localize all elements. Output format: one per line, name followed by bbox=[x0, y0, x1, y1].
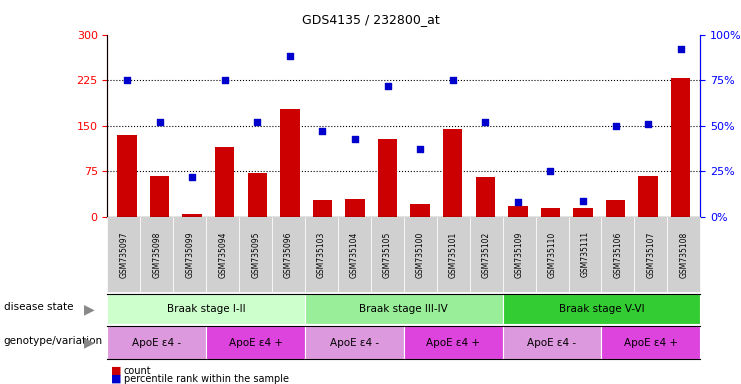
Point bbox=[121, 77, 133, 83]
Point bbox=[642, 121, 654, 127]
Point bbox=[512, 199, 524, 205]
Bar bbox=[378, 139, 397, 217]
Bar bbox=[215, 147, 234, 217]
Text: genotype/variation: genotype/variation bbox=[4, 336, 103, 346]
Bar bbox=[150, 175, 170, 217]
Bar bbox=[247, 173, 267, 217]
Text: GSM735102: GSM735102 bbox=[482, 231, 491, 278]
Point bbox=[447, 77, 459, 83]
Point bbox=[153, 119, 165, 125]
Text: ApoE ε4 +: ApoE ε4 + bbox=[426, 338, 480, 348]
Text: GSM735094: GSM735094 bbox=[218, 231, 227, 278]
Text: GSM735108: GSM735108 bbox=[679, 231, 688, 278]
Text: GSM735095: GSM735095 bbox=[251, 231, 260, 278]
Bar bbox=[182, 214, 202, 217]
Bar bbox=[671, 78, 691, 217]
Text: ApoE ε4 +: ApoE ε4 + bbox=[624, 338, 678, 348]
Text: GSM735106: GSM735106 bbox=[614, 231, 622, 278]
Bar bbox=[443, 129, 462, 217]
Point bbox=[675, 46, 687, 52]
Text: GSM735111: GSM735111 bbox=[580, 231, 590, 278]
Bar bbox=[280, 109, 299, 217]
Bar bbox=[541, 208, 560, 217]
Bar bbox=[345, 199, 365, 217]
Text: ■: ■ bbox=[111, 374, 122, 384]
Text: ■: ■ bbox=[111, 366, 122, 376]
Text: ▶: ▶ bbox=[84, 302, 94, 316]
Point bbox=[610, 123, 622, 129]
Bar bbox=[117, 135, 137, 217]
Text: GSM735103: GSM735103 bbox=[317, 231, 326, 278]
Bar bbox=[313, 200, 332, 217]
Text: GSM735105: GSM735105 bbox=[383, 231, 392, 278]
Text: GSM735110: GSM735110 bbox=[548, 231, 556, 278]
Text: GSM735097: GSM735097 bbox=[119, 231, 128, 278]
Point bbox=[186, 174, 198, 180]
Text: GSM735104: GSM735104 bbox=[350, 231, 359, 278]
Text: Braak stage III-IV: Braak stage III-IV bbox=[359, 304, 448, 314]
Text: GSM735101: GSM735101 bbox=[449, 231, 458, 278]
Text: Braak stage I-II: Braak stage I-II bbox=[167, 304, 245, 314]
Point bbox=[219, 77, 230, 83]
Point bbox=[545, 168, 556, 174]
Bar bbox=[508, 206, 528, 217]
Point bbox=[382, 83, 393, 89]
Text: GSM735098: GSM735098 bbox=[153, 231, 162, 278]
Text: percentile rank within the sample: percentile rank within the sample bbox=[124, 374, 289, 384]
Point bbox=[316, 128, 328, 134]
Point bbox=[349, 136, 361, 142]
Text: GSM735100: GSM735100 bbox=[416, 231, 425, 278]
Text: ApoE ε4 -: ApoE ε4 - bbox=[133, 338, 182, 348]
Text: GSM735107: GSM735107 bbox=[646, 231, 655, 278]
Text: disease state: disease state bbox=[4, 302, 73, 312]
Bar bbox=[574, 208, 593, 217]
Text: GSM735109: GSM735109 bbox=[514, 231, 524, 278]
Text: ApoE ε4 +: ApoE ε4 + bbox=[229, 338, 282, 348]
Bar bbox=[606, 200, 625, 217]
Point bbox=[414, 146, 426, 152]
Text: GSM735099: GSM735099 bbox=[185, 231, 194, 278]
Text: ▶: ▶ bbox=[84, 336, 94, 350]
Bar bbox=[638, 175, 658, 217]
Point bbox=[577, 197, 589, 204]
Text: count: count bbox=[124, 366, 151, 376]
Text: ApoE ε4 -: ApoE ε4 - bbox=[528, 338, 576, 348]
Point bbox=[284, 53, 296, 60]
Point bbox=[251, 119, 263, 125]
Text: ApoE ε4 -: ApoE ε4 - bbox=[330, 338, 379, 348]
Text: GDS4135 / 232800_at: GDS4135 / 232800_at bbox=[302, 13, 439, 26]
Point bbox=[479, 119, 491, 125]
Text: Braak stage V-VI: Braak stage V-VI bbox=[559, 304, 644, 314]
Bar bbox=[411, 204, 430, 217]
Bar bbox=[476, 177, 495, 217]
Text: GSM735096: GSM735096 bbox=[284, 231, 293, 278]
